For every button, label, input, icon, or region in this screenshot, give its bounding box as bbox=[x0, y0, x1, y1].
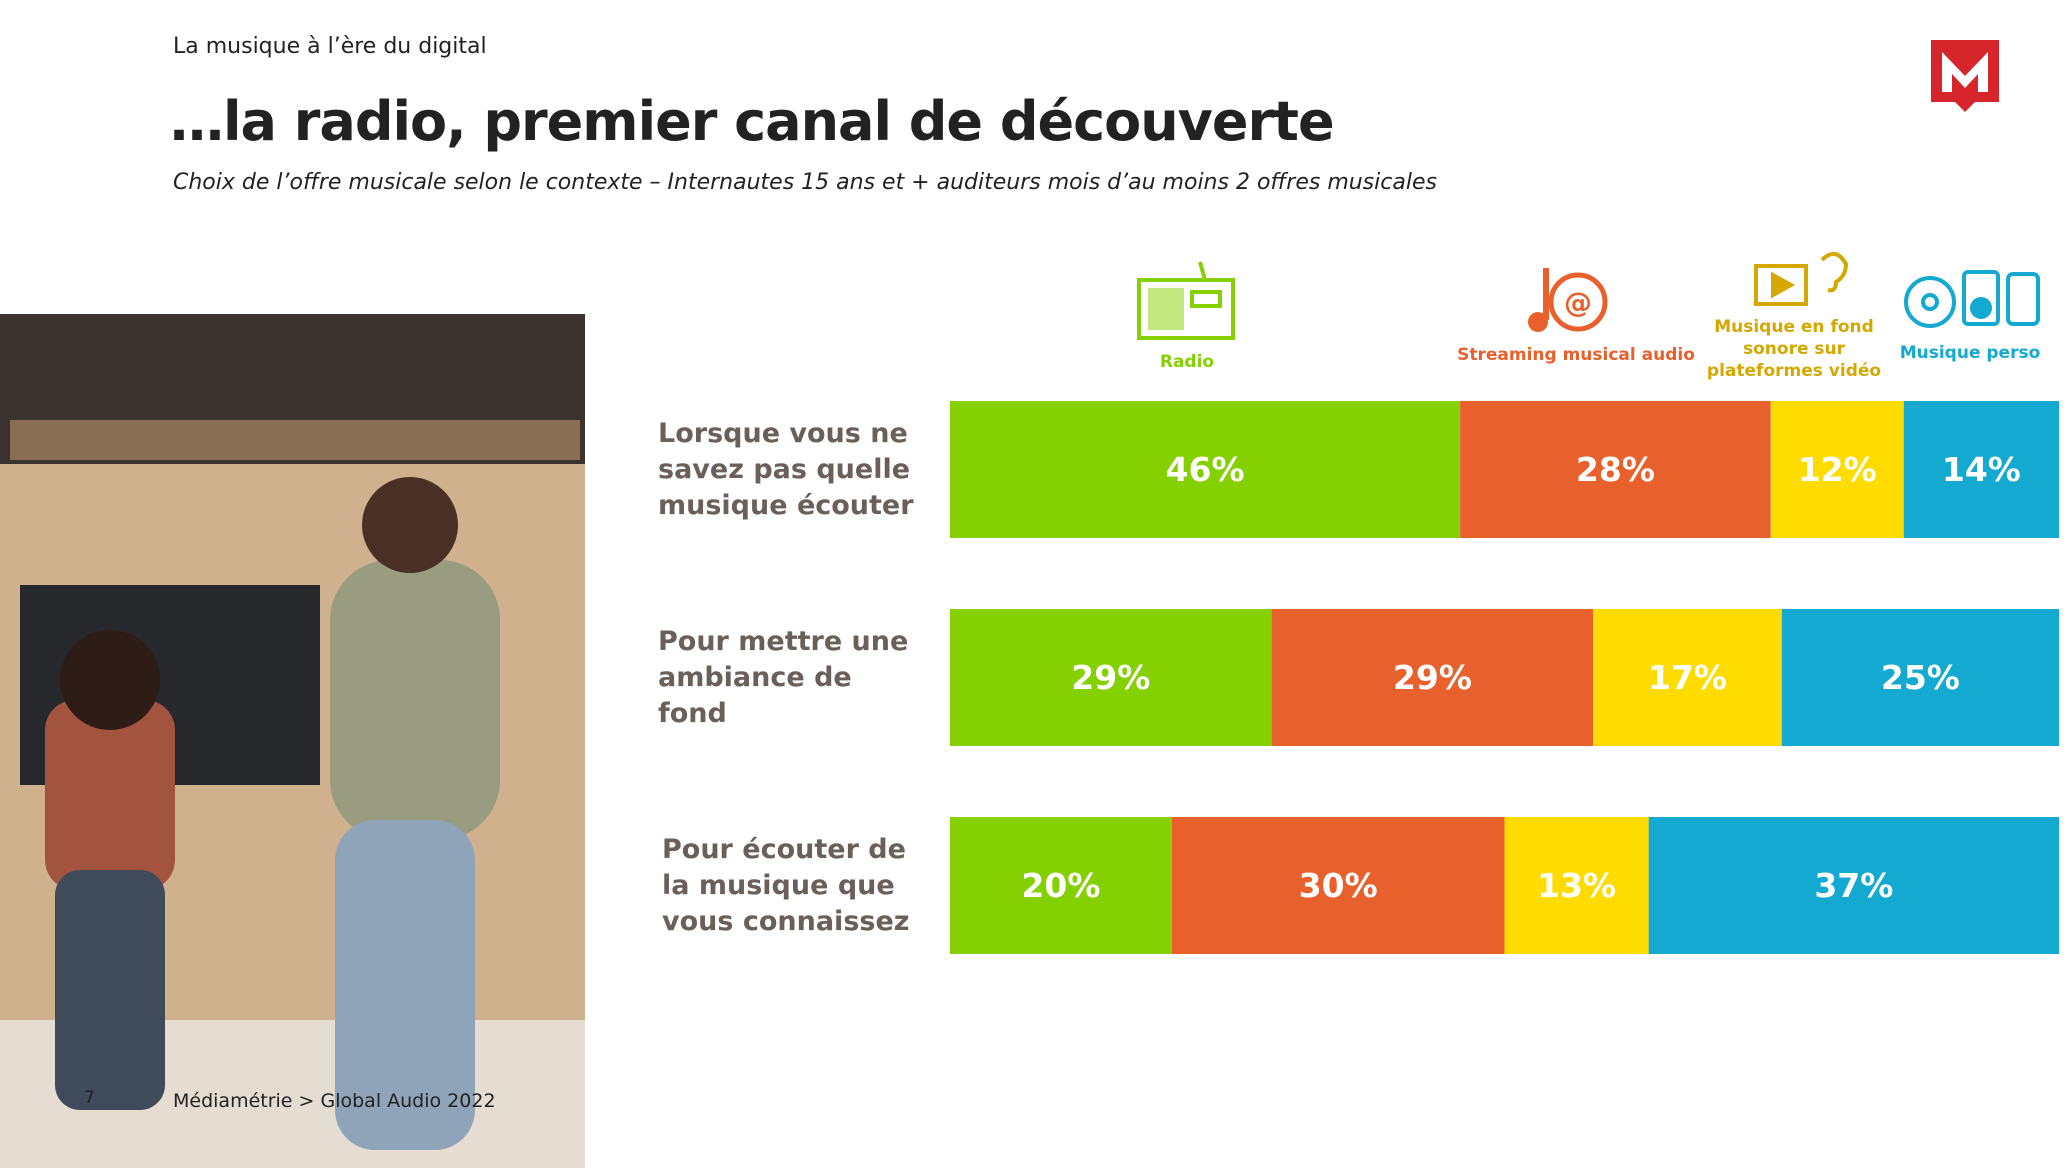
value-label: 37% bbox=[1814, 866, 1893, 905]
value-label: 12% bbox=[1798, 450, 1877, 489]
streaming-icon: @ bbox=[1528, 268, 1608, 332]
bar-segment bbox=[950, 401, 1461, 538]
value-label: 30% bbox=[1299, 866, 1378, 905]
bar-segment bbox=[1504, 817, 1649, 954]
bar-segment bbox=[1781, 609, 2059, 746]
bar-segment bbox=[1460, 401, 1771, 538]
value-label: 29% bbox=[1071, 658, 1150, 697]
value-label: 17% bbox=[1648, 658, 1727, 697]
value-label: 13% bbox=[1537, 866, 1616, 905]
bar-segment bbox=[950, 609, 1272, 746]
value-label: 29% bbox=[1393, 658, 1472, 697]
radio-icon bbox=[1137, 261, 1235, 340]
legend-label: Musique en fond sonore sur plateformes v… bbox=[1706, 317, 1882, 381]
value-label: 28% bbox=[1576, 450, 1655, 489]
legend-label: Radio bbox=[1159, 352, 1215, 372]
legend-label: Streaming musical audio bbox=[1457, 345, 1695, 365]
bar-segment bbox=[1171, 817, 1505, 954]
photo bbox=[0, 314, 585, 1168]
bar-segment bbox=[1593, 609, 1782, 746]
legend-label: Musique perso bbox=[1899, 343, 2041, 363]
bar-segment bbox=[1648, 817, 2059, 954]
bar-segment bbox=[1770, 401, 1904, 538]
value-label: 20% bbox=[1021, 866, 1100, 905]
svg-text:@: @ bbox=[1564, 286, 1592, 319]
page-number: 7 bbox=[84, 1088, 95, 1108]
title: …la radio, premier canal de découverte bbox=[170, 90, 1335, 153]
value-label: 14% bbox=[1942, 450, 2021, 489]
subtitle: Choix de l’offre musicale selon le conte… bbox=[173, 170, 1437, 195]
header: La musique à l’ère du digital bbox=[173, 34, 487, 59]
bar-segment bbox=[1271, 609, 1594, 746]
category-label: Pour mettre une ambiance de fond bbox=[658, 625, 909, 729]
bar-segment bbox=[1903, 401, 2059, 538]
category-label: Pour écouter de la musique que vous conn… bbox=[662, 833, 910, 937]
perso-icon bbox=[1904, 270, 2040, 328]
video-icon bbox=[1754, 252, 1849, 306]
bar-segment bbox=[950, 817, 1172, 954]
category-label: Lorsque vous ne savez pas quelle musique… bbox=[658, 417, 914, 521]
logo bbox=[1931, 40, 1999, 112]
footer: Médiamétrie > Global Audio 2022 bbox=[173, 1090, 496, 1112]
value-label: 46% bbox=[1166, 450, 1245, 489]
value-label: 25% bbox=[1881, 658, 1960, 697]
